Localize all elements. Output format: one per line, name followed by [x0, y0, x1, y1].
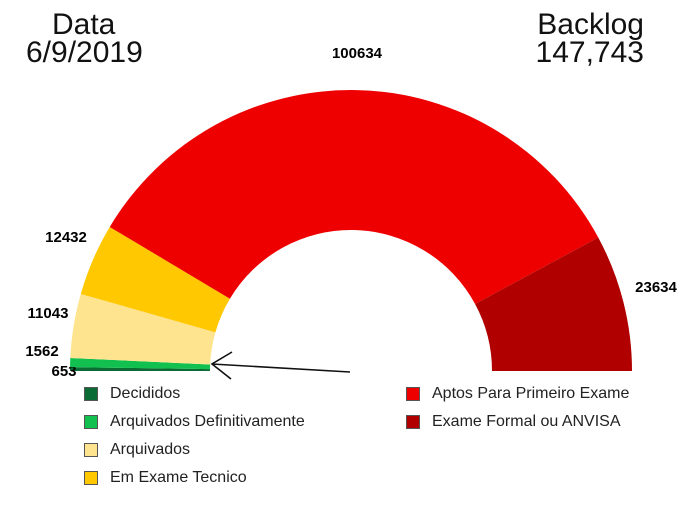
- legend-label: Arquivados: [110, 441, 190, 459]
- legend-label: Em Exame Tecnico: [110, 469, 247, 487]
- legend-label: Decididos: [110, 385, 180, 403]
- legend-item: Decididos: [84, 385, 180, 403]
- legend-label: Exame Formal ou ANVISA: [432, 413, 621, 431]
- legend-item: Em Exame Tecnico: [84, 469, 247, 487]
- data-label: 100634: [332, 45, 383, 62]
- legend-swatch: [406, 387, 420, 401]
- legend-label: Aptos Para Primeiro Exame: [432, 385, 629, 403]
- legend-item: Arquivados: [84, 441, 190, 459]
- legend-item: Aptos Para Primeiro Exame: [406, 385, 629, 403]
- legend-swatch: [84, 415, 98, 429]
- arrow-annotation: [212, 352, 350, 379]
- data-label: 1562: [25, 343, 58, 360]
- legend-item: Arquivados Definitivamente: [84, 413, 305, 431]
- legend-label: Arquivados Definitivamente: [110, 413, 305, 431]
- legend-swatch: [84, 387, 98, 401]
- legend-swatch: [84, 443, 98, 457]
- data-label: 23634: [635, 279, 677, 296]
- legend-swatch: [406, 415, 420, 429]
- data-label: 11043: [28, 305, 69, 322]
- data-label: 12432: [45, 229, 87, 246]
- legend-swatch: [84, 471, 98, 485]
- legend-item: Exame Formal ou ANVISA: [406, 413, 621, 431]
